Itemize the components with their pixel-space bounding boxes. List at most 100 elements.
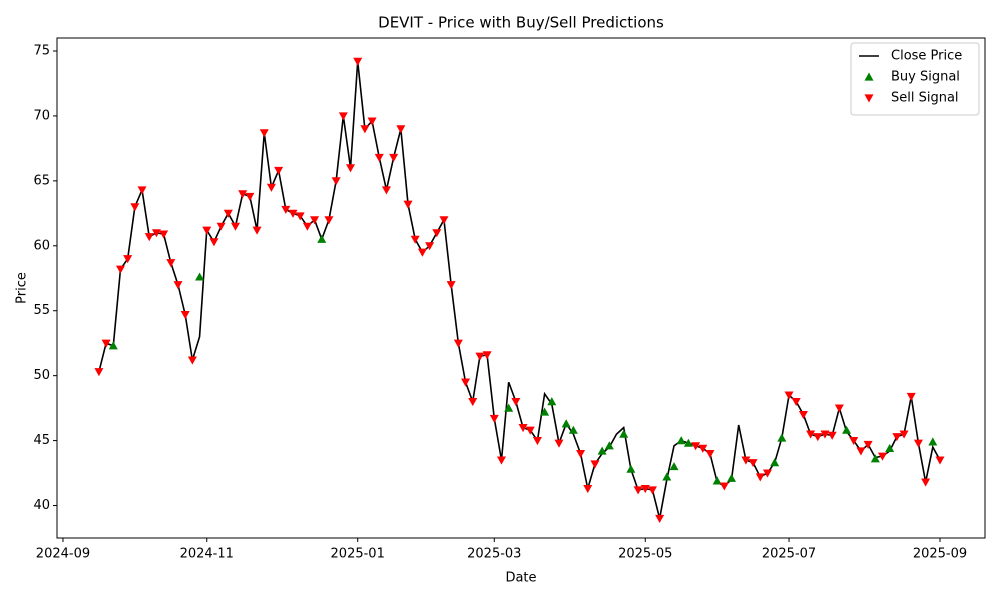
x-tick-label: 2025-05 [618, 547, 672, 562]
y-tick-label: 50 [33, 368, 50, 383]
x-tick-label: 2024-11 [180, 547, 234, 562]
sell-marker [159, 230, 169, 239]
sell-marker [281, 205, 291, 214]
sell-marker [798, 411, 808, 420]
sell-marker [101, 339, 111, 348]
sell-marker [238, 190, 248, 199]
buy-marker [777, 433, 787, 442]
sell-marker [381, 186, 391, 195]
legend-label: Buy Signal [891, 70, 960, 85]
sell-marker [496, 456, 506, 465]
sell-marker [123, 255, 133, 264]
sell-marker [511, 398, 521, 407]
sell-marker [906, 392, 916, 401]
y-tick-label: 70 [33, 108, 50, 123]
sell-marker [274, 166, 284, 175]
buy-marker [597, 446, 607, 455]
buy-marker [568, 425, 578, 434]
buy-marker [619, 429, 629, 438]
buy-marker [604, 441, 614, 450]
sell-marker [892, 433, 902, 442]
sell-marker [310, 216, 320, 225]
sell-marker [187, 356, 197, 365]
sell-marker [791, 398, 801, 407]
y-tick-label: 60 [33, 238, 50, 253]
sell-marker [446, 281, 456, 290]
sell-marker [899, 430, 909, 439]
buy-marker [727, 473, 737, 482]
sell-marker [813, 433, 823, 442]
plot-area [94, 57, 945, 524]
x-tick-label: 2025-09 [913, 547, 967, 562]
sell-marker [475, 352, 485, 361]
buy-marker [317, 234, 327, 243]
sell-marker [151, 229, 161, 238]
buy-marker [561, 419, 571, 428]
y-tick-label: 40 [33, 498, 50, 513]
sell-marker [403, 200, 413, 209]
sell-marker [755, 473, 765, 482]
y-tick-label: 55 [33, 303, 50, 318]
sell-marker [827, 431, 837, 440]
buy-marker [928, 437, 938, 446]
y-tick-label: 75 [33, 43, 50, 58]
sell-marker [532, 436, 542, 446]
sell-marker [180, 311, 190, 320]
sell-marker [230, 222, 240, 231]
buy-marker [870, 454, 880, 463]
sell-marker [518, 424, 528, 433]
sell-marker [453, 339, 463, 348]
buy-marker [885, 443, 895, 452]
sell-marker [338, 112, 348, 121]
sell-marker [94, 368, 104, 377]
sell-marker [353, 57, 363, 66]
sell-marker [302, 222, 312, 231]
y-tick-label: 45 [33, 433, 50, 448]
sell-marker [748, 459, 758, 468]
sell-marker [439, 216, 449, 225]
sell-marker [489, 414, 499, 424]
buy-marker [669, 462, 679, 471]
x-tick-label: 2024-09 [36, 547, 90, 562]
sell-marker [396, 125, 406, 134]
sell-marker [554, 439, 564, 448]
legend-marker [864, 72, 874, 81]
x-tick-label: 2025-07 [762, 547, 816, 562]
y-tick-label: 65 [33, 173, 50, 188]
sell-marker [252, 226, 262, 235]
sell-marker [856, 447, 866, 456]
sell-marker [137, 186, 147, 195]
sell-marker [130, 203, 140, 212]
sell-marker [360, 125, 370, 134]
sell-marker [461, 378, 471, 387]
sell-marker [295, 212, 305, 221]
sell-marker [698, 444, 708, 453]
buy-marker [547, 397, 557, 406]
buy-marker [540, 407, 550, 416]
sell-marker [482, 351, 492, 360]
plot-frame [56, 37, 986, 539]
sell-marker [640, 485, 650, 494]
sell-marker [820, 430, 830, 439]
sell-marker [410, 235, 420, 244]
sell-marker [849, 436, 859, 446]
sell-marker [877, 452, 887, 461]
buy-marker [195, 272, 205, 281]
sell-marker [719, 482, 729, 491]
sell-marker [425, 242, 435, 251]
sell-marker [324, 216, 334, 225]
sell-marker [288, 209, 298, 218]
sell-marker [417, 248, 427, 257]
sell-marker [525, 426, 535, 435]
sell-marker [432, 229, 442, 238]
sell-marker [245, 192, 255, 201]
legend-box [850, 42, 980, 116]
sell-marker [266, 183, 276, 192]
sell-marker [468, 398, 478, 407]
price-line [98, 61, 941, 519]
buy-marker [683, 438, 693, 447]
sell-marker [741, 456, 751, 465]
